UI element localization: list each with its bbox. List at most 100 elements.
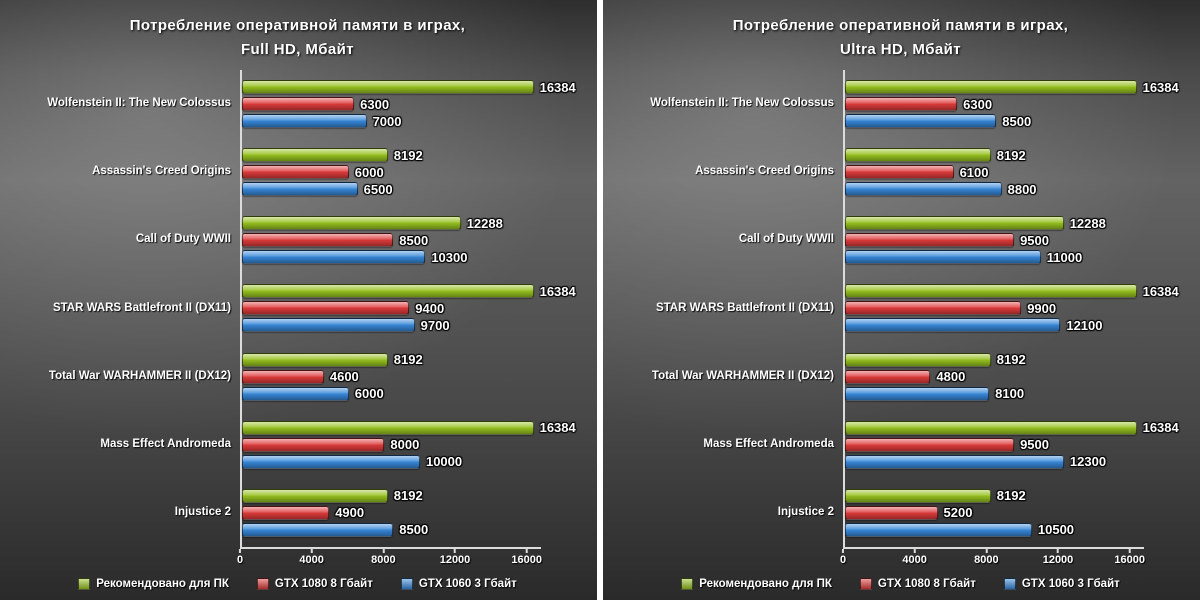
bar-group: 8192 4600 6000	[240, 342, 541, 411]
x-axis: 0 4000 8000 12000 16000	[8, 546, 587, 571]
bar	[845, 250, 1041, 265]
bar-row: 10000	[242, 454, 541, 470]
tick-mark	[525, 548, 528, 553]
bar-value-label: 8500	[1002, 113, 1032, 129]
bar-row: 11000	[845, 249, 1144, 265]
bar-row: 6100	[845, 164, 1144, 180]
legend-item: GTX 1080 8 Гбайт	[256, 578, 373, 590]
bar-group: 8192 4900 8500	[240, 478, 541, 547]
bar	[242, 505, 330, 520]
bar-value-label: 8192	[996, 352, 1026, 368]
bar-row: 16384	[242, 80, 576, 95]
axis-spacer	[611, 547, 843, 571]
legend-swatch-green	[681, 578, 694, 590]
bar	[242, 318, 415, 333]
bar-row: 4900	[242, 505, 541, 520]
bar-group: 16384 9400 9700	[240, 274, 576, 343]
bar-value-label: 9700	[420, 317, 450, 333]
bar-row: 6000	[242, 386, 541, 401]
chart-title-full-hd: Потребление оперативной памяти в играх, …	[8, 6, 587, 70]
category-label: Total War WARHAMMER II (DX12)	[48, 369, 231, 382]
tick-mark	[913, 548, 916, 553]
bar	[845, 301, 1022, 316]
tick-label: 16000	[511, 553, 542, 566]
category-label: Total War WARHAMMER II (DX12)	[651, 369, 834, 382]
bar	[845, 114, 997, 129]
bar	[242, 80, 534, 95]
axis-spacer	[8, 547, 240, 571]
legend-item: GTX 1060 3 Гбайт	[400, 578, 517, 590]
bar-row: 8192	[242, 488, 541, 503]
legend-label: GTX 1060 3 Гбайт	[418, 578, 517, 590]
bar-row: 16384	[242, 420, 576, 435]
bar	[242, 148, 388, 163]
bar-value-label: 4800	[936, 369, 966, 385]
x-tick: 8000	[974, 548, 999, 566]
bar-value-label: 16384	[539, 283, 576, 299]
bar-row: 8800	[845, 181, 1144, 197]
bar	[845, 216, 1064, 231]
bar	[242, 165, 349, 180]
bar	[845, 97, 958, 112]
bar-value-label: 10000	[425, 454, 463, 470]
bar	[845, 352, 991, 367]
bar-group: 8192 6100 8800	[843, 138, 1144, 207]
tick-label: 0	[236, 553, 244, 566]
bar	[845, 522, 1032, 537]
category-row: Assassin's Creed Origins 8192 6000 6500	[8, 138, 587, 207]
chart-panel-ultra-hd: Потребление оперативной памяти в играх, …	[603, 0, 1200, 600]
category-label: Call of Duty WWII	[135, 233, 231, 246]
bar-value-label: 8192	[996, 488, 1026, 504]
bar-value-label: 6300	[360, 96, 390, 112]
bar-value-label: 16384	[1142, 420, 1179, 436]
tick-mark	[382, 548, 385, 553]
chart-title-line2: Ultra HD, Мбайт	[839, 41, 961, 58]
bar-row: 8192	[242, 352, 541, 367]
bar-row: 9700	[242, 317, 541, 333]
category-label: STAR WARS Battlefront II (DX11)	[655, 301, 834, 314]
bar	[242, 284, 534, 299]
category-row: Wolfenstein II: The New Colossus 16384 630…	[8, 70, 587, 139]
chart-title-line1: Потребление оперативной памяти в играх,	[129, 17, 466, 34]
bar	[845, 148, 991, 163]
bar-value-label: 8800	[1007, 181, 1037, 197]
bar-row: 8500	[242, 233, 541, 248]
category-label: Call of Duty WWII	[738, 233, 834, 246]
category-label: Injustice 2	[777, 506, 834, 519]
chart-title-line1: Потребление оперативной памяти в играх,	[732, 17, 1069, 34]
category-row: Injustice 2 8192 5200 10500	[611, 478, 1190, 547]
bar-row: 7000	[242, 113, 541, 129]
bar-value-label: 11000	[1046, 249, 1083, 265]
legend-item: GTX 1080 8 Гбайт	[859, 578, 976, 590]
bar-value-label: 7000	[372, 113, 402, 129]
bar	[845, 454, 1064, 469]
bar-value-label: 16384	[539, 79, 576, 95]
bar	[242, 437, 385, 452]
legend-swatch-red	[256, 578, 269, 590]
bar-row: 16384	[845, 420, 1179, 435]
chart-title-line2: Full HD, Мбайт	[240, 41, 355, 58]
bar-value-label: 9500	[1020, 232, 1049, 248]
tick-mark	[454, 548, 456, 553]
bar-value-label: 6300	[963, 96, 993, 112]
tick-label: 0	[839, 553, 847, 566]
bar	[242, 420, 534, 435]
bar-value-label: 4600	[329, 369, 359, 385]
bar-value-label: 6100	[959, 164, 989, 180]
bar-row: 12100	[845, 318, 1144, 333]
bar-value-label: 9500	[1020, 437, 1049, 453]
bar-row: 6300	[242, 96, 541, 112]
tick-label: 4000	[299, 553, 324, 566]
legend-swatch-blue	[400, 578, 413, 590]
bar-row: 12288	[242, 216, 541, 231]
bar-value-label: 16384	[1142, 79, 1179, 95]
bar-row: 9900	[845, 301, 1144, 316]
category-label: Assassin's Creed Origins	[92, 165, 231, 178]
legend-label: GTX 1080 8 Гбайт	[274, 578, 373, 590]
bar	[242, 216, 461, 231]
category-row: Assassin's Creed Origins 8192 6100 8800	[611, 138, 1190, 207]
bar-row: 8192	[845, 148, 1144, 163]
category-label: Mass Effect Andromeda	[703, 437, 834, 450]
x-tick: 16000	[511, 548, 542, 566]
bar	[845, 505, 938, 520]
